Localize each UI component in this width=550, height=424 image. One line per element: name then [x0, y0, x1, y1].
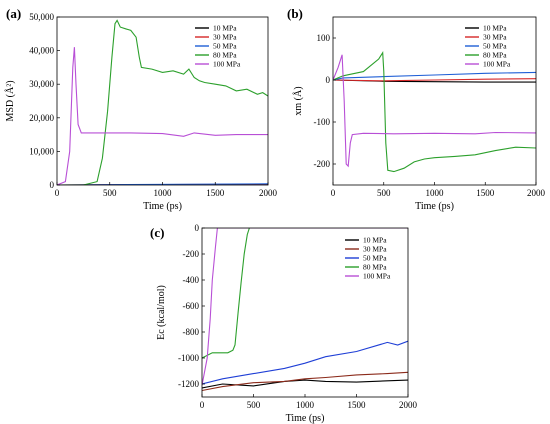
series-line-0	[202, 379, 408, 389]
y-tick-label: 50,000	[29, 12, 54, 22]
legend-label: 50 MPa	[213, 42, 237, 51]
legend-label: 100 MPa	[483, 60, 511, 69]
legend-label: 10 MPa	[363, 236, 387, 245]
x-tick-label: 1000	[426, 188, 445, 198]
y-tick-label: 40,000	[29, 46, 54, 56]
x-tick-label: 2000	[399, 400, 418, 410]
x-tick-label: 1500	[348, 400, 367, 410]
legend-label: 30 MPa	[363, 245, 387, 254]
series-line-1	[202, 371, 408, 392]
series-line-1	[333, 78, 536, 82]
y-tick-label: -200	[314, 159, 331, 169]
legend-label: 10 MPa	[483, 24, 507, 33]
series-line-4	[202, 228, 408, 386]
legend-label: 10 MPa	[213, 24, 237, 33]
series-line-4	[57, 47, 268, 185]
y-tick-label: 10,000	[29, 146, 54, 156]
y-tick-label: -400	[183, 275, 200, 285]
legend-label: 80 MPa	[483, 51, 507, 60]
series-line-3	[333, 50, 536, 173]
y-axis-title: MSD (Å²)	[4, 80, 16, 121]
y-tick-label: 0	[50, 180, 55, 190]
x-tick-label: 1000	[296, 400, 315, 410]
legend-label: 30 MPa	[213, 33, 237, 42]
panel-label: (a)	[6, 6, 21, 21]
y-tick-label: -1000	[178, 353, 199, 363]
series-line-2	[333, 71, 536, 81]
x-tick-label: 2000	[259, 188, 278, 198]
x-axis-title: Time (ps)	[415, 201, 454, 212]
y-tick-label: -1200	[178, 379, 199, 389]
x-tick-label: 500	[377, 188, 391, 198]
y-tick-label: 20,000	[29, 113, 54, 123]
x-tick-label: 500	[247, 400, 261, 410]
x-axis-title: Time (ps)	[143, 201, 182, 212]
legend-label: 30 MPa	[483, 33, 507, 42]
chart-panel-0: (a) 0 500 1000 1500 2000 0 10,000 20,000 30,000 40…	[4, 6, 278, 212]
x-tick-label: 1500	[476, 188, 495, 198]
y-tick-label: 100	[317, 33, 331, 43]
y-tick-label: -600	[183, 301, 200, 311]
y-tick-label: 0	[326, 75, 331, 85]
legend-label: 50 MPa	[483, 42, 507, 51]
y-axis-title: xm (Å)	[292, 86, 304, 115]
series-line-3	[202, 228, 408, 359]
x-tick-label: 0	[200, 400, 205, 410]
y-tick-label: 0	[195, 223, 200, 233]
series-line-2	[202, 340, 408, 385]
y-axis-title: Ec (kcal/mol)	[156, 285, 167, 340]
series-line-3	[57, 19, 268, 185]
x-tick-label: 500	[103, 188, 117, 198]
x-tick-label: 1000	[154, 188, 173, 198]
y-tick-label: -100	[314, 117, 331, 127]
legend-label: 80 MPa	[363, 263, 387, 272]
chart-panel-2: (c) 0 500 1000 1500 2000 -1200 -1000 -800 -600 -40…	[150, 223, 418, 424]
y-tick-label: 30,000	[29, 79, 54, 89]
panel-label: (c)	[150, 225, 164, 240]
x-tick-label: 0	[55, 188, 60, 198]
x-axis-title: Time (ps)	[286, 413, 325, 424]
x-tick-label: 1500	[206, 188, 225, 198]
panel-label: (b)	[287, 6, 303, 21]
y-tick-label: -800	[183, 327, 200, 337]
chart-panel-1: (b) 0 500 1000 1500 2000 -200 -100 0 100 Time (ps)…	[287, 6, 546, 212]
legend-label: 50 MPa	[363, 254, 387, 263]
x-tick-label: 0	[331, 188, 336, 198]
legend-label: 80 MPa	[213, 51, 237, 60]
legend-label: 100 MPa	[213, 60, 241, 69]
x-tick-label: 2000	[527, 188, 546, 198]
y-tick-label: -200	[183, 249, 200, 259]
legend-label: 100 MPa	[363, 272, 391, 281]
series-line-4	[333, 54, 536, 168]
